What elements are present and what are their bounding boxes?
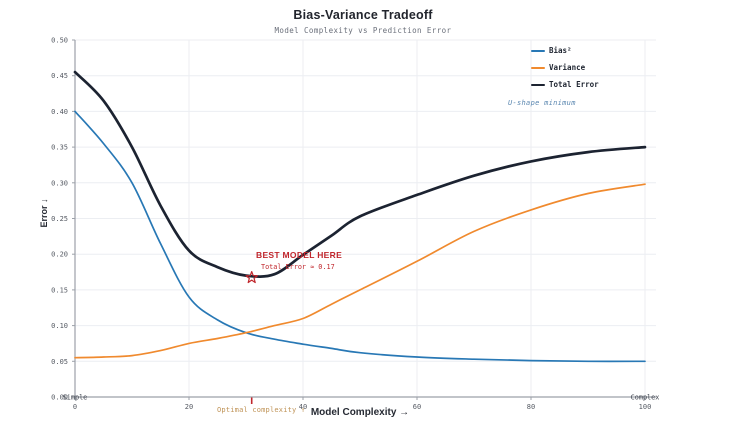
y-tick-label: 0.05: [51, 358, 68, 366]
x-tick-label: 80: [527, 403, 535, 411]
x-tick-label: 0: [73, 403, 77, 411]
y-axis-label: Error ↓: [39, 198, 49, 228]
best-model-annotation: BEST MODEL HERE: [256, 250, 343, 260]
legend-note: U-shape minimum: [508, 99, 576, 107]
y-tick-label: 0.00: [51, 394, 68, 402]
x-axis-label: Model Complexity →: [310, 407, 410, 418]
x-tick-label: 40: [299, 403, 307, 411]
y-tick-label: 0.50: [51, 37, 68, 45]
y-tick-label: 0.10: [51, 322, 68, 330]
y-tick-label: 0.40: [51, 108, 68, 116]
x-tick-label: 60: [413, 403, 421, 411]
y-tick-label: 0.45: [51, 72, 68, 80]
chart-subtitle: Model Complexity vs Prediction Error: [274, 26, 452, 35]
total-error-line-swatch: [531, 83, 545, 86]
y-tick-label: 0.35: [51, 144, 68, 152]
y-tick-label: 0.20: [51, 251, 68, 259]
total-error-curve: [73, 70, 647, 278]
x-end-label-complex: Complex: [631, 394, 660, 402]
best-model-value: Total Error ≈ 0.17: [261, 263, 335, 271]
legend: Bias² Variance Total Error U-shape minim…: [508, 42, 599, 107]
y-tick-label: 0.15: [51, 286, 68, 294]
legend-label-variance: Variance: [549, 63, 586, 72]
y-tick-label: 0.25: [51, 215, 68, 223]
x-end-label-simple: Simple: [63, 394, 88, 402]
bias2-curve: [74, 110, 646, 363]
x-tick-label: 20: [185, 403, 193, 411]
legend-item-total-error: Total Error: [531, 76, 599, 93]
legend-label-total-error: Total Error: [549, 80, 599, 89]
variance-curve: [74, 183, 646, 359]
legend-item-bias2: Bias²: [531, 42, 599, 59]
optimal-complexity-label: Optimal complexity ↑: [217, 406, 306, 414]
x-tick-label: 100: [639, 403, 652, 411]
legend-item-variance: Variance: [531, 59, 599, 76]
variance-line-swatch: [531, 66, 545, 69]
bias2-line-swatch: [531, 49, 545, 52]
best-model-star-marker: [245, 271, 258, 284]
legend-label-bias2: Bias²: [549, 46, 572, 55]
chart-title: Bias-Variance Tradeoff: [293, 8, 433, 22]
y-tick-label: 0.30: [51, 179, 68, 187]
